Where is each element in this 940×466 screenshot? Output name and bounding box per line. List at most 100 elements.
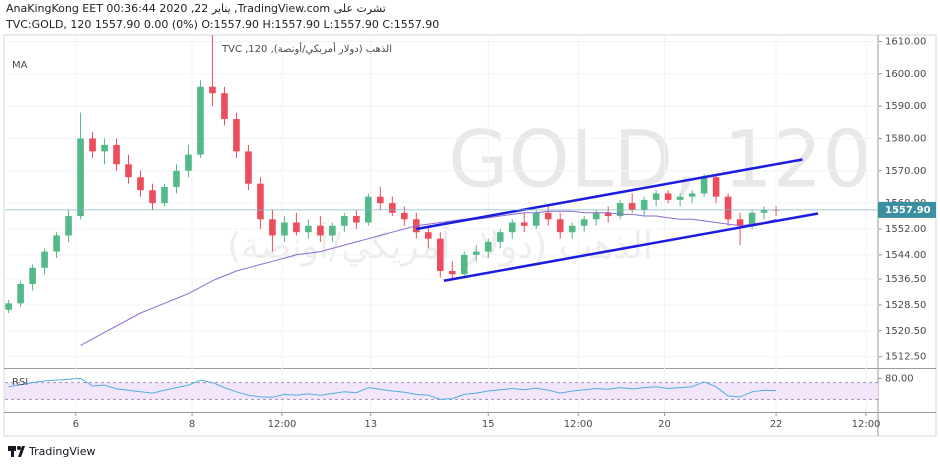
candle-body (245, 151, 252, 184)
candle-body (65, 216, 72, 236)
candle-body (221, 93, 228, 120)
candle-body (568, 225, 576, 233)
y-tick-label: 1600.00 (885, 69, 926, 80)
candle-body (556, 219, 564, 233)
candle-body (173, 170, 180, 187)
candle-body (257, 183, 264, 220)
candle-body (604, 212, 612, 217)
candle-body (544, 212, 552, 220)
last-price-label: 1557.90 (885, 205, 931, 216)
candle-body (341, 216, 348, 226)
candle-body (628, 203, 636, 210)
candle-body (281, 222, 288, 236)
y-tick-label: 1520.50 (885, 326, 926, 337)
candle-body (676, 196, 684, 200)
candle-body (29, 267, 36, 284)
candle-body (580, 219, 588, 226)
candle-body (748, 212, 756, 226)
header-line2: TVC:GOLD, 120 1557.90 0.00 (0%) O:1557.9… (5, 18, 439, 31)
candle-body (161, 186, 168, 204)
candle-body (472, 251, 480, 255)
ma-legend: MA (12, 60, 28, 71)
candle-body (89, 138, 96, 152)
footer-logo: TradingView (28, 445, 95, 458)
tradingview-logo-icon (8, 446, 25, 457)
y-tick-label: 1528.50 (885, 300, 926, 311)
candle-body (209, 86, 216, 94)
y-tick-label: 1536.50 (885, 274, 926, 285)
price-pane (5, 35, 878, 346)
x-tick-label: 22 (770, 419, 783, 430)
y-tick-label: 1552.00 (885, 224, 926, 235)
candle-body (197, 86, 204, 155)
candle-body (269, 219, 276, 236)
trend-line (416, 158, 803, 231)
watermark: GOLD, 120 (448, 115, 872, 205)
candle-body (425, 232, 432, 239)
candle-body (401, 212, 408, 220)
candle-body (113, 144, 120, 165)
candle-body (293, 222, 300, 233)
candle-body (305, 225, 312, 233)
candle-body (5, 303, 12, 310)
candle-body (736, 219, 744, 226)
candle-body (592, 212, 600, 220)
candle-body (724, 196, 732, 220)
header-line1: AnaKingKong EET 00:36:44 2020 ,22 يناير … (6, 2, 386, 15)
y-tick-label: 1610.00 (885, 36, 926, 47)
y-tick-label: 1580.00 (885, 133, 926, 144)
x-tick-label: 8 (189, 419, 195, 430)
candle-body (712, 177, 720, 197)
symbol-legend: الذهب (دولار أمريكي/أونصة), 120, TVC (221, 42, 392, 55)
candle-body (532, 212, 540, 226)
candle-body (389, 203, 396, 213)
axes: 1610.001600.001590.001580.001570.001560.… (73, 36, 936, 430)
x-tick-label: 6 (73, 419, 79, 430)
y-tick-label: 1590.00 (885, 101, 926, 112)
x-tick-label: 13 (364, 419, 377, 430)
candle-body (185, 154, 192, 171)
candle-body (17, 283, 24, 304)
candle-body (77, 138, 84, 217)
x-tick-label: 20 (658, 419, 671, 430)
candle-body (329, 225, 336, 236)
candle-body (460, 254, 468, 275)
y-tick-label: 1512.50 (885, 352, 926, 363)
candle-body (448, 271, 456, 275)
candle-body (640, 199, 648, 210)
candle-body (700, 177, 708, 194)
chart-frame (3, 34, 937, 437)
candle-body (520, 222, 528, 226)
y-tick-label: 1544.00 (885, 250, 926, 261)
candle-body (508, 222, 516, 233)
candle-body (377, 196, 384, 204)
candle-body (760, 209, 768, 213)
candle-body (101, 144, 108, 152)
trend-line (443, 212, 819, 282)
last-price-tag (878, 201, 936, 218)
candle-body (484, 241, 492, 252)
candle-body (664, 193, 672, 200)
candle-body (53, 235, 60, 252)
ma-line (80, 210, 777, 346)
candle-body (149, 190, 156, 204)
candle-body (125, 164, 132, 178)
candle-body (137, 177, 144, 191)
rsi-legend: RSI (12, 377, 28, 388)
candle-body (496, 232, 504, 242)
x-tick-label: 12:00 (564, 419, 593, 430)
candle-body (317, 225, 324, 236)
rsi-tick-label: 80.00 (885, 373, 914, 384)
rsi-pane (5, 377, 878, 400)
grid (5, 35, 878, 412)
candle-body (233, 119, 240, 152)
candle-body (652, 193, 660, 200)
x-tick-label: 15 (482, 419, 495, 430)
x-tick-label: 12:00 (852, 419, 881, 430)
y-tick-label: 1570.00 (885, 166, 926, 177)
candle-body (688, 193, 696, 197)
candle-body (41, 251, 48, 268)
candle-body (353, 216, 360, 223)
x-tick-label: 12:00 (268, 419, 297, 430)
